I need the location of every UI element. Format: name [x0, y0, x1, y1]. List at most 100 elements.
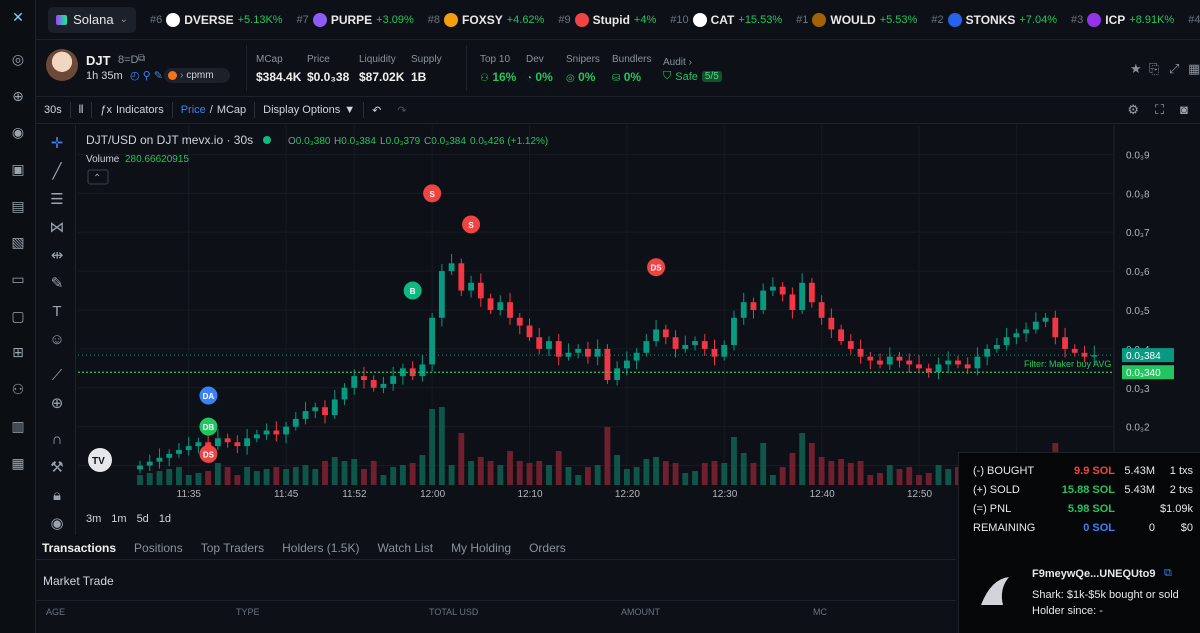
volume-bar [653, 457, 660, 485]
display-options-button[interactable]: Display Options ▼ [263, 104, 356, 116]
card-icon[interactable]: ▭ [11, 271, 25, 287]
candle-body [1071, 348, 1078, 353]
trendline-tool-icon[interactable]: ╱ [52, 163, 62, 180]
emoji-tool-icon[interactable]: ☺ [49, 331, 65, 348]
price-mcap-toggle[interactable]: Price / MCap [180, 104, 247, 116]
folder-icon[interactable]: ▢ [11, 308, 25, 324]
undo-button[interactable]: ↶ [364, 97, 389, 123]
last-price-tag [1122, 348, 1174, 363]
chain-selector[interactable]: Solana ⌄ [48, 6, 136, 33]
text-tool-icon[interactable]: T [52, 303, 62, 320]
ticker-item[interactable]: #7 PURPE +3.09% [297, 12, 414, 27]
trade-marker [403, 281, 422, 300]
pattern-tool-icon[interactable]: ⋈ [49, 219, 65, 236]
more-icon[interactable]: ▦ [1188, 61, 1200, 76]
collapse-button[interactable] [87, 169, 109, 185]
candle-body [185, 446, 192, 450]
holder-label: Bundlers [612, 54, 652, 65]
volume-bar [526, 463, 533, 485]
copy-address-icon[interactable]: ⧉ [1164, 567, 1172, 579]
brush-tool-icon[interactable]: ✎ [50, 275, 64, 292]
token-logo-icon [574, 12, 589, 27]
ticker-item[interactable]: #4MarsMi [1188, 13, 1200, 27]
range-button-1d[interactable]: 1d [158, 513, 172, 525]
column-header[interactable]: TOTAL USD [429, 607, 479, 617]
star-icon[interactable]: ★ [1130, 61, 1142, 76]
tab-my-holding[interactable]: My Holding [451, 540, 512, 555]
tab-positions[interactable]: Positions [134, 540, 183, 555]
compass-icon[interactable]: ◎ [11, 51, 25, 67]
zoom-tool-icon[interactable]: ⊕ [50, 395, 64, 412]
pool-badge[interactable]: › cpmm [164, 68, 230, 83]
crosshair-icon[interactable]: ⊕ [12, 88, 24, 104]
magnet-tool-icon[interactable]: ∩ [51, 431, 63, 448]
report-icon[interactable]: ▦ [11, 455, 25, 471]
indicators-button[interactable]: ƒx Indicators [100, 104, 164, 116]
eye-icon[interactable]: ◉ [50, 515, 64, 532]
column-header[interactable]: MC [813, 607, 827, 617]
copy-icon[interactable]: ⧉ [138, 53, 146, 64]
tab-orders[interactable]: Orders [529, 540, 566, 555]
redo-button[interactable]: ↷ [389, 97, 414, 123]
ticker-item[interactable]: #3 ICP +8.91K% [1071, 12, 1174, 27]
fib-tool-icon[interactable]: ☰ [50, 191, 64, 208]
crosshair-tool-icon[interactable]: ✛ [50, 135, 64, 152]
candle-type-button[interactable]: ⫴ [71, 97, 92, 123]
interval-button[interactable]: 30s [44, 104, 62, 116]
volume-bar [322, 461, 328, 485]
ticker-item[interactable]: #10 CAT +15.53% [670, 12, 782, 27]
holder-icon: ◎ [566, 73, 575, 84]
ruler-tool-icon[interactable]: ⟋ [51, 367, 63, 384]
holder-stat-0[interactable]: Top 10 ⚇ 16% [480, 54, 516, 84]
token-logo-icon [1087, 12, 1102, 27]
app-logo-icon[interactable]: ✕ [12, 9, 24, 25]
tab-top-traders[interactable]: Top Traders [200, 540, 265, 555]
lock-drawings-icon[interactable]: ⚒ [50, 459, 64, 476]
present-icon[interactable]: ▥ [11, 418, 25, 434]
settings-icon[interactable]: ⚙ [1127, 102, 1140, 117]
column-header[interactable]: AGE [46, 607, 66, 617]
ticker-item[interactable]: #2 STONKS +7.04% [931, 12, 1057, 27]
range-button-5d[interactable]: 5d [136, 513, 149, 525]
candle-body [438, 271, 445, 318]
users-icon[interactable]: ⚇ [11, 381, 25, 397]
divider [254, 102, 256, 118]
volume-bar [341, 461, 348, 485]
tab-watch-list[interactable]: Watch List [377, 540, 434, 555]
camera-icon[interactable]: ◙ [1180, 102, 1188, 117]
range-button-1m[interactable]: 1m [111, 513, 127, 525]
measure-tool-icon[interactable]: ⇹ [50, 247, 64, 264]
gift-icon[interactable]: ▤ [11, 198, 25, 214]
tab-transactions[interactable]: Transactions [42, 540, 117, 555]
volume-bar [584, 467, 591, 485]
volume-bar [760, 443, 767, 485]
ticker-item[interactable]: #6 DVERSE +5.13K% [150, 12, 283, 27]
share-icon[interactable]: ⎘ [1149, 61, 1160, 76]
target-icon[interactable]: ◉ [11, 124, 25, 140]
ticker-item[interactable]: #1 WOULD +5.53% [796, 12, 917, 27]
image-icon[interactable]: ▧ [11, 234, 25, 250]
holder-stat-3[interactable]: Bundlers ⛁ 0% [612, 54, 651, 84]
link-icons[interactable]: ◴ ⚲ ✎ [130, 70, 163, 82]
tab-holders-1-5k-[interactable]: Holders (1.5K) [282, 540, 360, 555]
range-button-3m[interactable]: 3m [86, 513, 102, 525]
column-header[interactable]: TYPE [236, 607, 260, 617]
ticker-item[interactable]: #9 Stupid +4% [558, 12, 656, 27]
volume-bar [263, 469, 270, 485]
holder-stat-1[interactable]: Dev ◔ 0% [526, 54, 553, 84]
grid-icon[interactable]: ⊞ [12, 344, 24, 360]
column-header[interactable]: AMOUNT [621, 607, 660, 617]
fullscreen-icon[interactable]: ⛶ [1155, 102, 1165, 117]
trade-marker [199, 417, 218, 436]
ticker-item[interactable]: #8 FOXSY +4.62% [428, 12, 544, 27]
expand-icon[interactable]: ⤢ [1169, 61, 1180, 76]
lock-icon[interactable]: 🔒︎ [53, 487, 61, 504]
candle-body [390, 376, 397, 384]
candle-body [1081, 352, 1088, 357]
wallet-address[interactable]: F9meywQe...UNEQUto9 [1032, 568, 1156, 580]
tradingview-logo[interactable] [88, 448, 112, 472]
holder-stat-2[interactable]: Snipers ◎ 0% [566, 54, 600, 84]
audit-status[interactable]: ⛉ Safe 5/5 [663, 70, 722, 83]
cart-icon[interactable]: ▣ [11, 161, 25, 177]
ticker-name: DVERSE [184, 12, 234, 27]
